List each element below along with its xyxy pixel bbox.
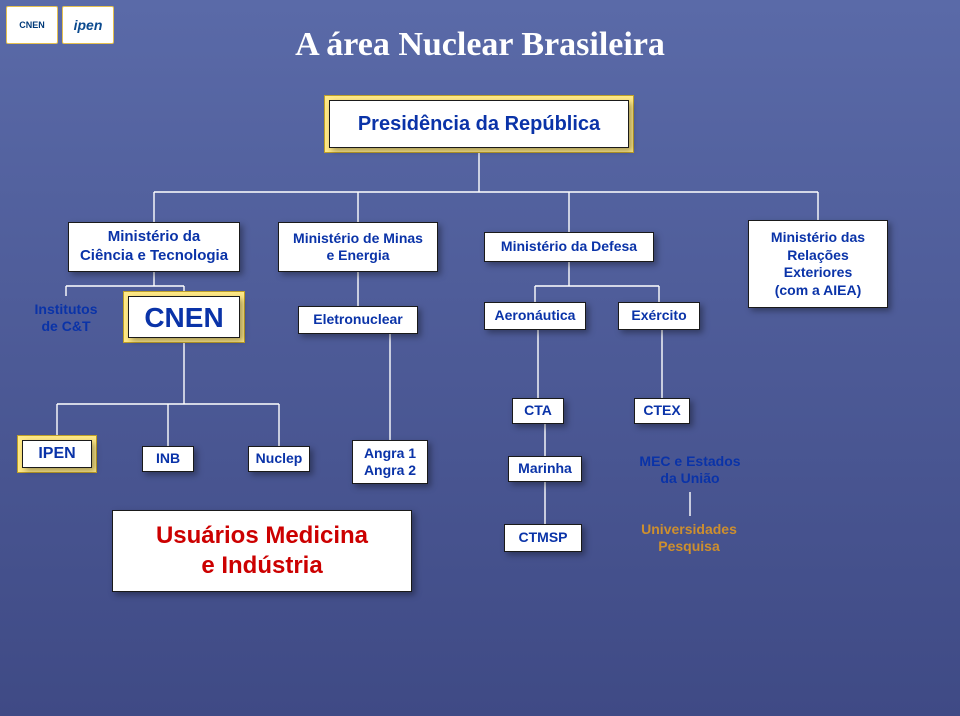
- node-mme: Ministério de Minas e Energia: [278, 222, 438, 272]
- node-ctmsp: CTMSP: [504, 524, 582, 552]
- node-label-angra: Angra 1 Angra 2: [364, 445, 416, 480]
- node-cta: CTA: [512, 398, 564, 424]
- node-label-presidencia: Presidência da República: [358, 112, 600, 137]
- node-mec: MEC e Estados da União: [626, 448, 754, 492]
- node-label-ctex: CTEX: [643, 402, 680, 420]
- node-label-usuarios: Usuários Medicina e Indústria: [156, 521, 368, 581]
- node-label-univ: Universidades Pesquisa: [641, 521, 737, 556]
- node-mdefesa: Ministério da Defesa: [484, 232, 654, 262]
- node-label-inb: INB: [156, 450, 180, 468]
- node-label-mec: MEC e Estados da União: [639, 453, 740, 488]
- page-title: A área Nuclear Brasileira: [0, 26, 960, 64]
- node-exerc: Exército: [618, 302, 700, 330]
- node-label-institutos: Institutos de C&T: [35, 301, 98, 336]
- node-label-mdefesa: Ministério da Defesa: [501, 238, 637, 256]
- node-label-eletron: Eletronuclear: [313, 311, 402, 329]
- node-ipen: IPEN: [22, 440, 92, 468]
- node-label-cnen: CNEN: [144, 300, 223, 335]
- node-mre: Ministério das Relações Exteriores (com …: [748, 220, 888, 308]
- node-eletron: Eletronuclear: [298, 306, 418, 334]
- node-angra: Angra 1 Angra 2: [352, 440, 428, 484]
- node-nuclep: Nuclep: [248, 446, 310, 472]
- node-label-mre: Ministério das Relações Exteriores (com …: [771, 229, 865, 299]
- node-aeron: Aeronáutica: [484, 302, 586, 330]
- node-univ: Universidades Pesquisa: [630, 516, 748, 560]
- node-label-ipen: IPEN: [38, 444, 75, 464]
- node-label-nuclep: Nuclep: [256, 450, 303, 468]
- node-marinha: Marinha: [508, 456, 582, 482]
- node-label-ctmsp: CTMSP: [519, 529, 568, 547]
- node-usuarios: Usuários Medicina e Indústria: [112, 510, 412, 592]
- node-label-exerc: Exército: [631, 307, 686, 325]
- node-ctex: CTEX: [634, 398, 690, 424]
- node-mct: Ministério da Ciência e Tecnologia: [68, 222, 240, 272]
- node-inb: INB: [142, 446, 194, 472]
- node-institutos: Institutos de C&T: [26, 296, 106, 340]
- node-label-mme: Ministério de Minas e Energia: [293, 230, 423, 265]
- node-label-cta: CTA: [524, 402, 552, 420]
- node-label-marinha: Marinha: [518, 460, 572, 478]
- node-cnen: CNEN: [128, 296, 240, 338]
- node-label-mct: Ministério da Ciência e Tecnologia: [80, 228, 228, 266]
- node-label-aeron: Aeronáutica: [495, 307, 576, 325]
- node-presidencia: Presidência da República: [329, 100, 629, 148]
